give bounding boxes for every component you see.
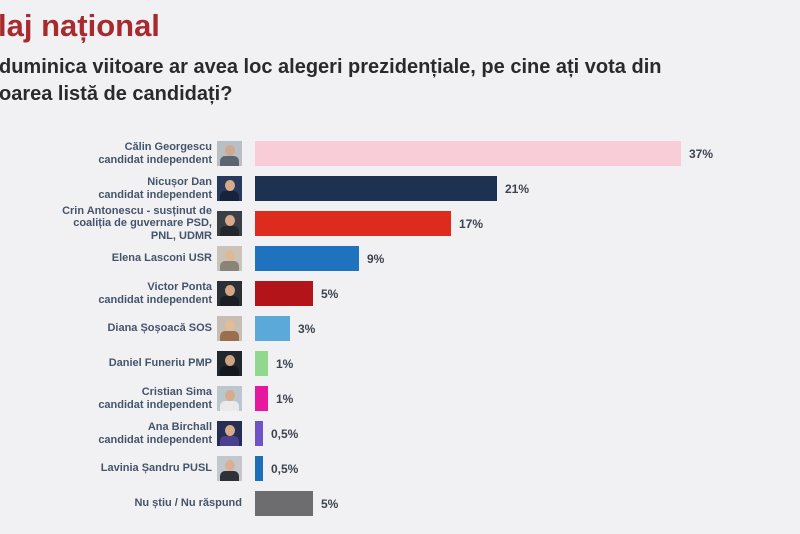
candidate-label-line: Victor Ponta bbox=[147, 281, 212, 293]
candidate-photo bbox=[217, 316, 242, 341]
candidate-photo bbox=[217, 176, 242, 201]
bar-5% bbox=[255, 281, 313, 306]
bar-1% bbox=[255, 351, 268, 376]
value-label: 17% bbox=[459, 216, 484, 231]
chart-row: Victor Ponta candidat independent 5% bbox=[0, 281, 800, 306]
value-label: 0,5% bbox=[271, 461, 299, 476]
candidate-label-line: candidat independent bbox=[98, 433, 212, 446]
candidate-photo bbox=[217, 386, 242, 411]
candidate-photo bbox=[217, 351, 242, 376]
photo-torso-shape bbox=[220, 436, 239, 446]
candidate-label-line: Crin Antonescu - susținut de bbox=[62, 204, 212, 217]
bar-9% bbox=[255, 246, 359, 271]
photo-head-shape bbox=[224, 180, 235, 191]
value-label: 3% bbox=[298, 321, 316, 336]
candidate-label-line: Lavinia Șandru PUSL bbox=[100, 462, 212, 475]
bar-0.5% bbox=[255, 456, 263, 481]
photo-head-shape bbox=[224, 215, 235, 226]
candidate-label-line: candidat independent bbox=[98, 153, 212, 166]
poll-bar-chart: Călin Georgescu candidat independent 37% Ni… bbox=[0, 141, 800, 526]
candidate-label: Nu știu / Nu răspund bbox=[0, 497, 242, 510]
value-label: 9% bbox=[367, 251, 385, 266]
candidate-photo bbox=[217, 246, 242, 271]
candidate-label: Cristian Sima candidat independent bbox=[0, 386, 212, 411]
chart-row: Ana Birchall candidat independent 0,5% bbox=[0, 421, 800, 446]
candidate-photo bbox=[217, 281, 242, 306]
photo-head-shape bbox=[224, 285, 235, 296]
chart-row: Diana Șoșoacă SOS 3% bbox=[0, 316, 800, 341]
chart-row: Lavinia Șandru PUSL 0,5% bbox=[0, 456, 800, 481]
value-label: 1% bbox=[276, 356, 294, 371]
bar-3% bbox=[255, 316, 290, 341]
photo-torso-shape bbox=[220, 331, 239, 341]
candidate-photo bbox=[217, 211, 242, 236]
candidate-label: Elena Lasconi USR bbox=[0, 252, 212, 265]
candidate-label-line: Daniel Funeriu PMP bbox=[108, 357, 212, 370]
candidate-label: Nicușor Dan candidat independent bbox=[0, 176, 212, 201]
photo-head-shape bbox=[224, 425, 235, 436]
chart-row: Nicușor Dan candidat independent 21% bbox=[0, 176, 800, 201]
photo-head-shape bbox=[224, 145, 235, 156]
chart-row: Cristian Sima candidat independent 1% bbox=[0, 386, 800, 411]
photo-torso-shape bbox=[220, 226, 239, 236]
candidate-label-line: candidat independent bbox=[98, 188, 212, 201]
bar-37% bbox=[255, 141, 681, 166]
photo-torso-shape bbox=[220, 471, 239, 481]
candidate-label-line: Călin Georgescu bbox=[124, 141, 212, 153]
candidate-label: Diana Șoșoacă SOS bbox=[0, 322, 212, 335]
value-label: 37% bbox=[689, 146, 714, 161]
value-label: 5% bbox=[321, 496, 339, 511]
value-label: 0,5% bbox=[271, 426, 299, 441]
photo-torso-shape bbox=[220, 191, 239, 201]
bar-21% bbox=[255, 176, 497, 201]
photo-head-shape bbox=[224, 250, 235, 261]
candidate-label-line: candidat independent bbox=[98, 293, 212, 306]
candidate-label-line: Diana Șoșoacă SOS bbox=[107, 322, 212, 335]
survey-question-line2: oarea listă de candidați? bbox=[0, 83, 233, 105]
photo-torso-shape bbox=[220, 366, 239, 376]
candidate-label: Lavinia Șandru PUSL bbox=[0, 462, 212, 475]
survey-question-line1: duminica viitoare ar avea loc alegeri pr… bbox=[0, 56, 662, 78]
chart-row: Elena Lasconi USR 9% bbox=[0, 246, 800, 271]
chart-row: Crin Antonescu - susținut de coaliția de … bbox=[0, 205, 800, 242]
photo-torso-shape bbox=[220, 261, 239, 271]
candidate-label: Ana Birchall candidat independent bbox=[0, 421, 212, 446]
value-label: 5% bbox=[321, 286, 339, 301]
photo-head-shape bbox=[224, 320, 235, 331]
candidate-label: Victor Ponta candidat independent bbox=[0, 281, 212, 306]
photo-torso-shape bbox=[220, 156, 239, 166]
candidate-photo bbox=[217, 456, 242, 481]
page-title: laj național bbox=[0, 8, 160, 43]
bar-17% bbox=[255, 211, 451, 236]
candidate-label-line: Nicușor Dan bbox=[147, 176, 212, 188]
bar-1% bbox=[255, 386, 268, 411]
photo-head-shape bbox=[224, 460, 235, 471]
chart-row: Nu știu / Nu răspund 5% bbox=[0, 491, 800, 516]
candidate-label: Crin Antonescu - susținut de coaliția de … bbox=[0, 205, 212, 243]
bar-5% bbox=[255, 491, 313, 516]
candidate-photo bbox=[217, 141, 242, 166]
bar-0.5% bbox=[255, 421, 263, 446]
candidate-label-line: Cristian Sima bbox=[141, 386, 212, 398]
value-label: 21% bbox=[505, 181, 530, 196]
photo-head-shape bbox=[224, 390, 235, 401]
survey-question: duminica viitoare ar avea loc alegeri pr… bbox=[0, 54, 661, 108]
chart-row: Daniel Funeriu PMP 1% bbox=[0, 351, 800, 376]
candidate-label-line: Ana Birchall bbox=[147, 421, 212, 433]
candidate-label-line: coaliția de guvernare PSD, bbox=[73, 217, 212, 230]
photo-head-shape bbox=[224, 355, 235, 366]
chart-row: Călin Georgescu candidat independent 37% bbox=[0, 141, 800, 166]
candidate-label-line: Nu știu / Nu răspund bbox=[134, 497, 242, 510]
candidate-label-line: Elena Lasconi USR bbox=[111, 252, 212, 265]
photo-torso-shape bbox=[220, 296, 239, 306]
candidate-label-line: candidat independent bbox=[98, 398, 212, 411]
candidate-label: Daniel Funeriu PMP bbox=[0, 357, 212, 370]
photo-torso-shape bbox=[220, 401, 239, 411]
candidate-label: Călin Georgescu candidat independent bbox=[0, 141, 212, 166]
value-label: 1% bbox=[276, 391, 294, 406]
candidate-photo bbox=[217, 421, 242, 446]
candidate-label-line: PNL, UDMR bbox=[150, 229, 212, 242]
